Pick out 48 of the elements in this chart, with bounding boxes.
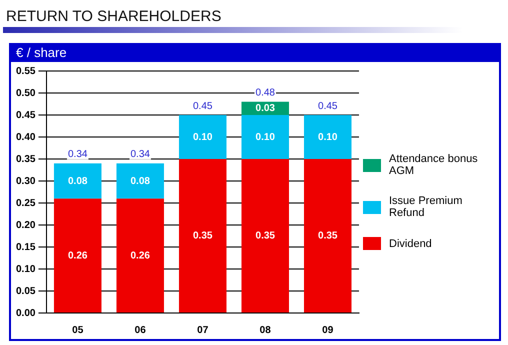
bar — [241, 115, 289, 159]
data-label: 0.35 — [318, 230, 338, 242]
y-tick-label: 0.45 — [16, 110, 36, 121]
y-tick-label: 0.15 — [16, 242, 36, 253]
data-label: 0.03 — [256, 103, 276, 114]
x-tick-label: 06 — [134, 324, 146, 336]
data-label: 0.26 — [68, 250, 88, 262]
y-tick-label: 0.00 — [16, 308, 36, 319]
data-label: 0.10 — [192, 132, 213, 143]
y-tick-label: 0.20 — [16, 220, 36, 231]
bar — [304, 115, 352, 159]
total-label: 0.34 — [68, 149, 88, 160]
y-tick-label: 0.35 — [16, 154, 36, 165]
y-tick-label: 0.50 — [16, 88, 36, 99]
data-label: 0.08 — [68, 176, 88, 187]
data-label: 0.10 — [256, 132, 276, 143]
chart-title: RETURN TO SHAREHOLDERS — [6, 8, 222, 25]
total-label: 0.34 — [130, 149, 150, 160]
data-label: 0.26 — [130, 250, 150, 262]
y-tick-label: 0.10 — [16, 264, 36, 275]
data-label: 0.08 — [130, 176, 150, 187]
bar — [178, 115, 226, 159]
legend-label: Attendance bonus AGM — [389, 153, 479, 177]
bar — [116, 163, 164, 199]
bar — [116, 198, 164, 312]
y-tick-label: 0.05 — [16, 286, 36, 297]
data-label: 0.35 — [192, 230, 213, 242]
data-label: 0.35 — [256, 230, 276, 242]
y-tick-label: 0.40 — [16, 132, 36, 143]
total-label: 0.48 — [256, 88, 276, 99]
bar — [304, 159, 352, 312]
bar — [241, 159, 289, 312]
y-tick-label: 0.25 — [16, 198, 36, 209]
y-tick-label: 0.30 — [16, 176, 36, 187]
bar — [54, 163, 102, 199]
x-tick-label: 07 — [197, 324, 209, 336]
legend-label: Dividend — [389, 238, 432, 250]
data-label: 0.10 — [318, 132, 338, 143]
x-tick-label: 08 — [260, 324, 272, 336]
legend-label: Issue Premium Refund — [389, 195, 464, 219]
total-label: 0.45 — [192, 100, 213, 112]
x-tick-label: 09 — [322, 324, 334, 336]
x-tick-label: 05 — [72, 324, 84, 336]
y-axis-title: € / share — [11, 43, 499, 62]
total-label: 0.45 — [318, 100, 338, 112]
bar — [54, 198, 102, 312]
y-tick-label: 0.55 — [16, 66, 36, 77]
bar — [178, 159, 226, 312]
